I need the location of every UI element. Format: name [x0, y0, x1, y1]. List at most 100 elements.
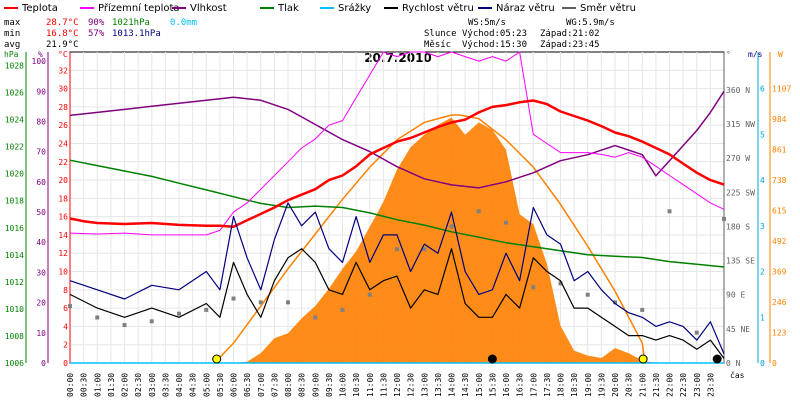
w-tick-9: 1107	[772, 84, 791, 93]
wind-direction-point	[585, 292, 590, 297]
c-tick-5: 10	[58, 268, 68, 277]
w-tick-8: 984	[772, 115, 787, 124]
ms-tick-2: 2	[760, 268, 765, 277]
wind-direction-point	[395, 247, 399, 252]
hpa-tick-3: 1012	[5, 278, 24, 287]
x-tick-25: 12:30	[407, 373, 416, 397]
hpa-tick-2: 1010	[5, 305, 24, 314]
moonset-marker	[712, 354, 722, 364]
stat-rain: 0.0mm	[170, 18, 197, 28]
pct-unit-label: %	[38, 50, 43, 59]
x-tick-22: 11:00	[366, 373, 375, 397]
wind-direction-point	[367, 292, 372, 297]
ms-unit-label: m/s	[748, 50, 763, 59]
c-tick-12: 24	[58, 139, 68, 148]
x-tick-13: 06:30	[243, 373, 252, 397]
stat-max-temp: 28.7°C	[46, 18, 79, 28]
legend-label-2: Vlhkost	[190, 3, 227, 14]
wind-direction-point	[258, 300, 263, 305]
x-tick-8: 04:00	[175, 373, 184, 397]
dir-tick-7: 315 NW	[726, 120, 755, 129]
c-tick-14: 28	[58, 103, 68, 112]
wind-direction-point	[613, 300, 617, 305]
stat-min-temp: 16.8°C	[46, 29, 79, 39]
x-tick-4: 02:00	[121, 373, 130, 397]
dir-tick-6: 270 W	[726, 154, 750, 163]
hpa-tick-5: 1016	[5, 224, 24, 233]
legend: Teplota Přízemní teplota Vlhkost Tlak Srážky…	[4, 2, 636, 14]
x-tick-21: 10:30	[352, 373, 361, 397]
wind-direction-point	[204, 307, 209, 312]
stat-moon-set: Západ:23:45	[540, 40, 600, 50]
wind-direction-point	[313, 315, 318, 320]
x-tick-0: 00:00	[66, 373, 75, 397]
w-tick-5: 615	[772, 206, 787, 215]
x-tick-1: 00:30	[80, 373, 89, 397]
wind-direction-point	[722, 216, 726, 221]
x-tick-17: 08:30	[298, 373, 307, 397]
deg-unit-label: °	[726, 50, 731, 59]
pct-tick-7: 70	[36, 148, 46, 157]
pct-tick-2: 20	[36, 299, 46, 308]
c-unit-label: °C	[58, 50, 68, 59]
wind-direction-point	[149, 319, 154, 324]
x-tick-19: 09:30	[325, 373, 334, 397]
wind-direction-point	[476, 209, 481, 214]
c-tick-10: 20	[58, 176, 68, 185]
stat-avg-temp: 21.9°C	[46, 40, 79, 50]
wind-direction-point	[286, 300, 290, 305]
x-tick-38: 19:00	[584, 373, 593, 397]
stat-ws: WS:5m/s	[468, 18, 506, 28]
stat-wg: WG:5.9m/s	[566, 18, 615, 28]
x-tick-40: 20:00	[611, 373, 620, 397]
pct-tick-5: 50	[36, 208, 46, 217]
pct-tick-6: 60	[36, 178, 46, 187]
x-tick-24: 12:00	[393, 373, 402, 397]
x-tick-37: 18:30	[570, 373, 579, 397]
stat-avg-label: avg	[4, 40, 20, 50]
wind-direction-point	[177, 311, 181, 316]
c-tick-7: 14	[58, 231, 68, 240]
series-temperature	[69, 99, 725, 228]
dir-tick-1: 45 NE	[726, 325, 750, 334]
dir-tick-0: 0 N	[726, 359, 741, 368]
c-tick-8: 16	[58, 213, 68, 222]
c-tick-9: 18	[58, 194, 68, 203]
ms-tick-5: 5	[760, 130, 765, 139]
x-tick-45: 22:30	[679, 373, 688, 397]
x-tick-35: 17:30	[543, 373, 552, 397]
c-tick-3: 6	[63, 304, 68, 313]
legend-label-6: Náraz větru	[496, 2, 555, 14]
legend-label-0: Teplota	[21, 3, 58, 14]
x-axis-label: čas	[730, 370, 745, 380]
pct-tick-4: 40	[36, 238, 46, 247]
legend-label-7: Směr větru	[580, 2, 636, 14]
sunset-marker	[638, 354, 648, 364]
wind-direction-point	[122, 323, 127, 328]
w-unit-label: W	[778, 50, 783, 59]
x-tick-10: 05:00	[202, 373, 211, 397]
x-tick-31: 15:30	[488, 373, 497, 397]
wind-direction-point	[340, 307, 345, 312]
x-tick-41: 20:30	[625, 373, 634, 397]
hpa-tick-10: 1026	[5, 89, 24, 98]
axis-unit-labels: hPa % °C ° m/s W čas	[4, 50, 783, 380]
stat-sun-set: Západ:21:02	[540, 29, 600, 39]
x-tick-44: 22:00	[666, 373, 675, 397]
x-tick-15: 07:30	[270, 373, 279, 397]
x-tick-27: 13:30	[434, 373, 443, 397]
pct-tick-0: 0	[41, 359, 46, 368]
c-tick-15: 30	[58, 85, 68, 94]
hpa-tick-6: 1018	[5, 197, 24, 206]
x-tick-5: 02:30	[134, 373, 143, 397]
stat-min-press: 1013.1hPa	[112, 29, 161, 39]
x-tick-36: 18:00	[557, 373, 566, 397]
legend-label-4: Srážky	[338, 2, 371, 14]
hpa-unit-label: hPa	[4, 50, 19, 59]
ms-tick-0: 0	[760, 359, 765, 368]
stat-sun-rise: Východ:05:23	[462, 29, 527, 39]
x-tick-20: 10:00	[339, 373, 348, 397]
series-humidity	[69, 90, 725, 189]
pct-tick-9: 90	[36, 87, 46, 96]
